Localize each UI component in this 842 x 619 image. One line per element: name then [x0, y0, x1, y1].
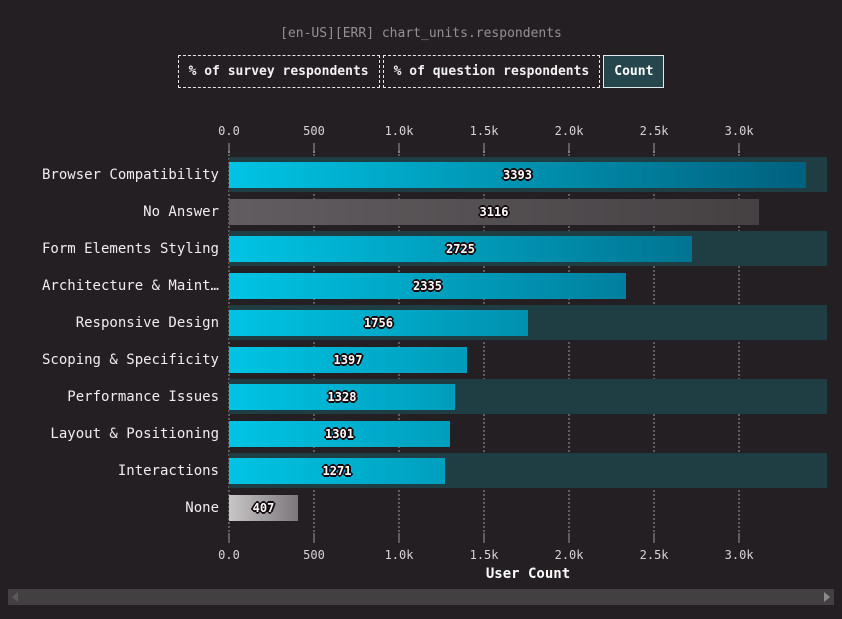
scroll-left-arrow-icon[interactable]: [12, 592, 18, 602]
x-tick-mark: [738, 143, 741, 153]
x-tick-label: 0.0: [218, 548, 240, 562]
category-label: None: [185, 499, 219, 516]
units-toolbar: % of survey respondents% of question res…: [0, 55, 842, 88]
x-tick-label: 500: [303, 124, 325, 138]
bar-value-label: 1397: [333, 353, 363, 367]
x-tick-label: 2.0k: [554, 548, 584, 562]
gridline: [653, 151, 656, 535]
x-axis-top: 0.0 500 1.0k 1.5k 2.0k 2.5k 3.0k: [218, 124, 827, 154]
category-label: Performance Issues: [67, 388, 219, 405]
x-tick-mark: [228, 143, 230, 153]
x-axis-label: User Count: [485, 566, 571, 582]
category-label: Scoping & Specificity: [41, 351, 219, 368]
category-label: Form Elements Styling: [41, 240, 219, 257]
bar-value-label: 407: [252, 501, 275, 515]
bar-value-label: 1756: [364, 316, 393, 330]
category-label: Responsive Design: [75, 314, 219, 331]
gridline: [228, 151, 230, 535]
gridline: [313, 151, 316, 535]
units-button-percent-survey-respondents[interactable]: % of survey respondents: [177, 55, 380, 88]
gridline: [738, 151, 741, 535]
x-tick-mark: [653, 143, 656, 153]
horizontal-scrollbar[interactable]: [8, 589, 834, 605]
bar-value-label: 2335: [413, 279, 442, 293]
chart-bar[interactable]: 407: [229, 495, 298, 521]
units-button-percent-question-respondents[interactable]: % of question respondents: [382, 55, 601, 88]
x-tick-label: 3.0k: [724, 548, 754, 562]
category-label: Browser Compatibility: [41, 166, 219, 183]
x-tick-mark: [568, 143, 571, 153]
x-tick-mark: [313, 533, 316, 543]
x-tick-label: 500: [303, 548, 325, 562]
chart-bar[interactable]: 1301: [229, 421, 450, 447]
x-tick-mark: [398, 533, 401, 543]
chart-bar[interactable]: 1328: [229, 384, 455, 410]
x-tick-label: 0.0: [218, 124, 240, 138]
bar-value-label: 3116: [479, 205, 509, 219]
x-tick-mark: [568, 533, 571, 543]
gridline: [398, 151, 401, 535]
chart-bar[interactable]: 1397: [229, 347, 467, 373]
bar-value-label: 1328: [327, 390, 357, 404]
x-tick-label: 1.5k: [469, 548, 499, 562]
x-tick-label: 1.0k: [384, 124, 414, 138]
chart-title: [en-US][ERR] chart_units.respondents: [280, 26, 562, 41]
category-label: No Answer: [143, 203, 219, 220]
category-label: Architecture & Maint…: [41, 277, 219, 294]
x-tick-label: 3.0k: [724, 124, 754, 138]
chart-bar[interactable]: 1756: [229, 310, 528, 336]
chart-bar[interactable]: 1271: [229, 458, 445, 484]
x-tick-mark: [653, 533, 656, 543]
scroll-right-arrow-icon[interactable]: [824, 592, 830, 602]
units-button-count[interactable]: Count: [603, 55, 665, 88]
x-tick-mark: [738, 533, 741, 543]
bar-value-label: 1301: [325, 427, 354, 441]
x-tick-label: 2.5k: [639, 124, 669, 138]
chart-bar[interactable]: 2335: [229, 273, 626, 299]
x-tick-mark: [313, 143, 316, 153]
x-tick-mark: [398, 143, 401, 153]
plot-area: 3393 3116 2725 2335 1756 1397 1328 1301 1271 407: [228, 151, 827, 535]
category-label: Layout & Positioning: [50, 425, 219, 442]
x-axis-bottom: 0.0 500 1.0k 1.5k 2.0k 2.5k 3.0k: [218, 533, 827, 563]
gridline: [483, 151, 486, 535]
bar-value-label: 2725: [446, 242, 475, 256]
gridline: [568, 151, 571, 535]
bar-value-label: 1271: [322, 464, 352, 478]
x-tick-label: 1.5k: [469, 124, 499, 138]
chart-bar[interactable]: 2725: [229, 236, 692, 262]
x-tick-mark: [228, 533, 230, 543]
chart-bar[interactable]: 3393: [229, 162, 806, 188]
category-label: Interactions: [117, 462, 219, 479]
x-tick-label: 2.5k: [639, 548, 669, 562]
x-tick-label: 1.0k: [384, 548, 414, 562]
bar-value-label: 3393: [503, 168, 532, 182]
chart-bar[interactable]: 3116: [229, 199, 759, 225]
x-tick-label: 2.0k: [554, 124, 584, 138]
x-tick-mark: [483, 143, 486, 153]
x-tick-mark: [483, 533, 486, 543]
